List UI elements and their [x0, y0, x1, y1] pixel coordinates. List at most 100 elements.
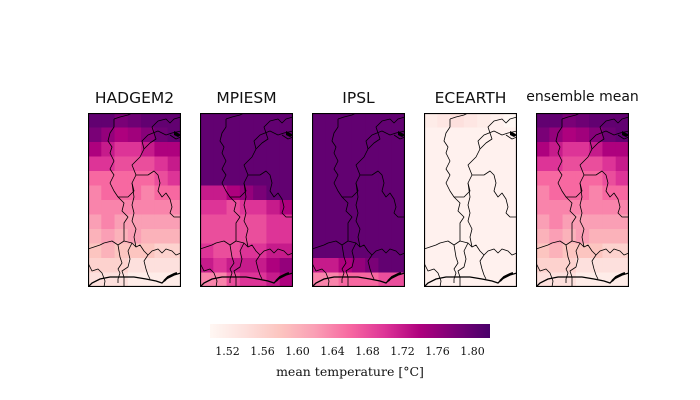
- grid-cell: [351, 243, 366, 259]
- grid-cell: [253, 200, 267, 215]
- grid-cell: [503, 156, 517, 172]
- grid-cell: [167, 171, 181, 186]
- grid-cell: [226, 200, 241, 215]
- grid-cell: [602, 200, 617, 215]
- country-border: [259, 248, 293, 256]
- country-border: [479, 116, 517, 150]
- grid-cell: [279, 214, 293, 230]
- grid-cell: [437, 258, 451, 273]
- grid-cell: [575, 156, 590, 172]
- country-border: [584, 170, 629, 218]
- grid-cell: [490, 185, 505, 201]
- grid-cell: [602, 214, 617, 230]
- grid-cell: [266, 142, 281, 157]
- grid-cell: [88, 171, 102, 186]
- grid-cell: [424, 229, 438, 244]
- grid-cell: [437, 142, 451, 157]
- grid-cell: [101, 229, 115, 244]
- grid-cell: [536, 185, 550, 201]
- grid-cell: [365, 113, 379, 128]
- grid-cell: [253, 243, 267, 259]
- grid-cell: [589, 142, 603, 157]
- grid-cell: [437, 171, 451, 186]
- country-border: [117, 244, 123, 283]
- country-border: [230, 130, 293, 198]
- grid-cell: [141, 200, 155, 215]
- grid-cell: [239, 272, 254, 287]
- grid-cell: [101, 258, 115, 273]
- grid-cell: [450, 113, 465, 128]
- grid-cell: [562, 214, 577, 230]
- grid-cell: [536, 156, 550, 172]
- grid-cell: [602, 258, 617, 273]
- grid-cell: [437, 272, 451, 287]
- grid-cell: [477, 113, 491, 128]
- grid-cell: [338, 156, 353, 172]
- grid-cell: [127, 156, 142, 172]
- grid-cell: [226, 171, 241, 186]
- grid-cell: [549, 113, 563, 128]
- river-delta: [275, 272, 290, 282]
- grid-cell: [88, 156, 102, 172]
- grid-cell: [463, 142, 478, 157]
- grid-cell: [575, 113, 590, 128]
- grid-cell: [562, 243, 577, 259]
- grid-cell: [200, 185, 214, 201]
- grid-cell: [200, 113, 214, 128]
- grid-cell: [589, 185, 603, 201]
- grid-cell: [266, 272, 281, 287]
- grid-cell: [490, 258, 505, 273]
- grid-cell: [114, 171, 129, 186]
- grid-cell: [127, 214, 142, 230]
- grid-cell: [450, 127, 465, 143]
- grid-cell: [463, 113, 478, 128]
- grid-cell: [615, 113, 629, 128]
- grid-cell: [365, 142, 379, 157]
- grid-cell: [167, 214, 181, 230]
- grid-cell: [114, 156, 129, 172]
- grid-cell: [266, 200, 281, 215]
- grid-cell: [88, 243, 102, 259]
- grid-cell: [490, 142, 505, 157]
- grid-cell: [536, 243, 550, 259]
- country-border: [88, 240, 151, 280]
- grid-cell: [312, 127, 326, 143]
- panel-frame: [312, 113, 405, 287]
- grid-cell: [279, 113, 293, 128]
- country-border: [505, 134, 517, 140]
- colorbar-tick-label: 1.68: [355, 345, 380, 358]
- grid-cell: [589, 214, 603, 230]
- grid-cell: [365, 243, 379, 259]
- grid-cell: [338, 171, 353, 186]
- grid-cell: [312, 171, 326, 186]
- river-delta: [499, 272, 514, 282]
- grid-cell: [325, 243, 339, 259]
- grid-cell: [114, 127, 129, 143]
- country-border: [591, 116, 629, 150]
- grid-cell: [239, 258, 254, 273]
- grid-cell: [141, 156, 155, 172]
- lake: [398, 131, 405, 137]
- grid-cell: [602, 243, 617, 259]
- grid-cell: [424, 156, 438, 172]
- grid-cell: [338, 142, 353, 157]
- grid-cell: [213, 171, 227, 186]
- colorbar-tick-label: 1.80: [460, 345, 485, 358]
- grid-cell: [279, 243, 293, 259]
- country-border: [136, 170, 181, 218]
- grid-cell: [437, 185, 451, 201]
- country-border: [342, 130, 405, 198]
- grid-cell: [589, 200, 603, 215]
- grid-cell: [503, 229, 517, 244]
- grid-cell: [279, 229, 293, 244]
- grid-cell: [213, 214, 227, 230]
- grid-cell: [325, 272, 339, 287]
- grid-cell: [351, 142, 366, 157]
- grid-cell: [549, 243, 563, 259]
- grid-cell: [450, 243, 465, 259]
- grid-cell: [575, 185, 590, 201]
- grid-cell: [450, 229, 465, 244]
- grid-cell: [463, 127, 478, 143]
- country-border: [483, 248, 517, 256]
- grid-cell: [167, 258, 181, 273]
